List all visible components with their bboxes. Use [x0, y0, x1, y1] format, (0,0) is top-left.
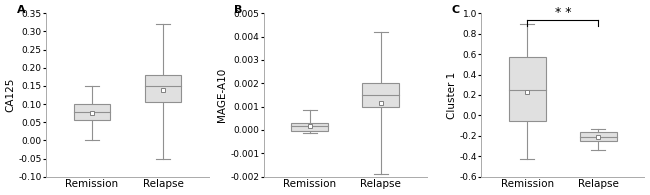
Bar [509, 57, 546, 121]
Bar [362, 83, 399, 107]
Y-axis label: MAGE-A10: MAGE-A10 [218, 68, 227, 122]
Text: C: C [452, 5, 460, 15]
Y-axis label: CA125: CA125 [6, 78, 16, 112]
Text: B: B [234, 5, 242, 15]
Text: A: A [16, 5, 25, 15]
Bar [73, 104, 110, 120]
Bar [580, 132, 617, 141]
Y-axis label: Cluster 1: Cluster 1 [447, 71, 456, 119]
Text: * *: * * [554, 6, 571, 19]
Bar [291, 123, 328, 131]
Bar [144, 75, 181, 102]
